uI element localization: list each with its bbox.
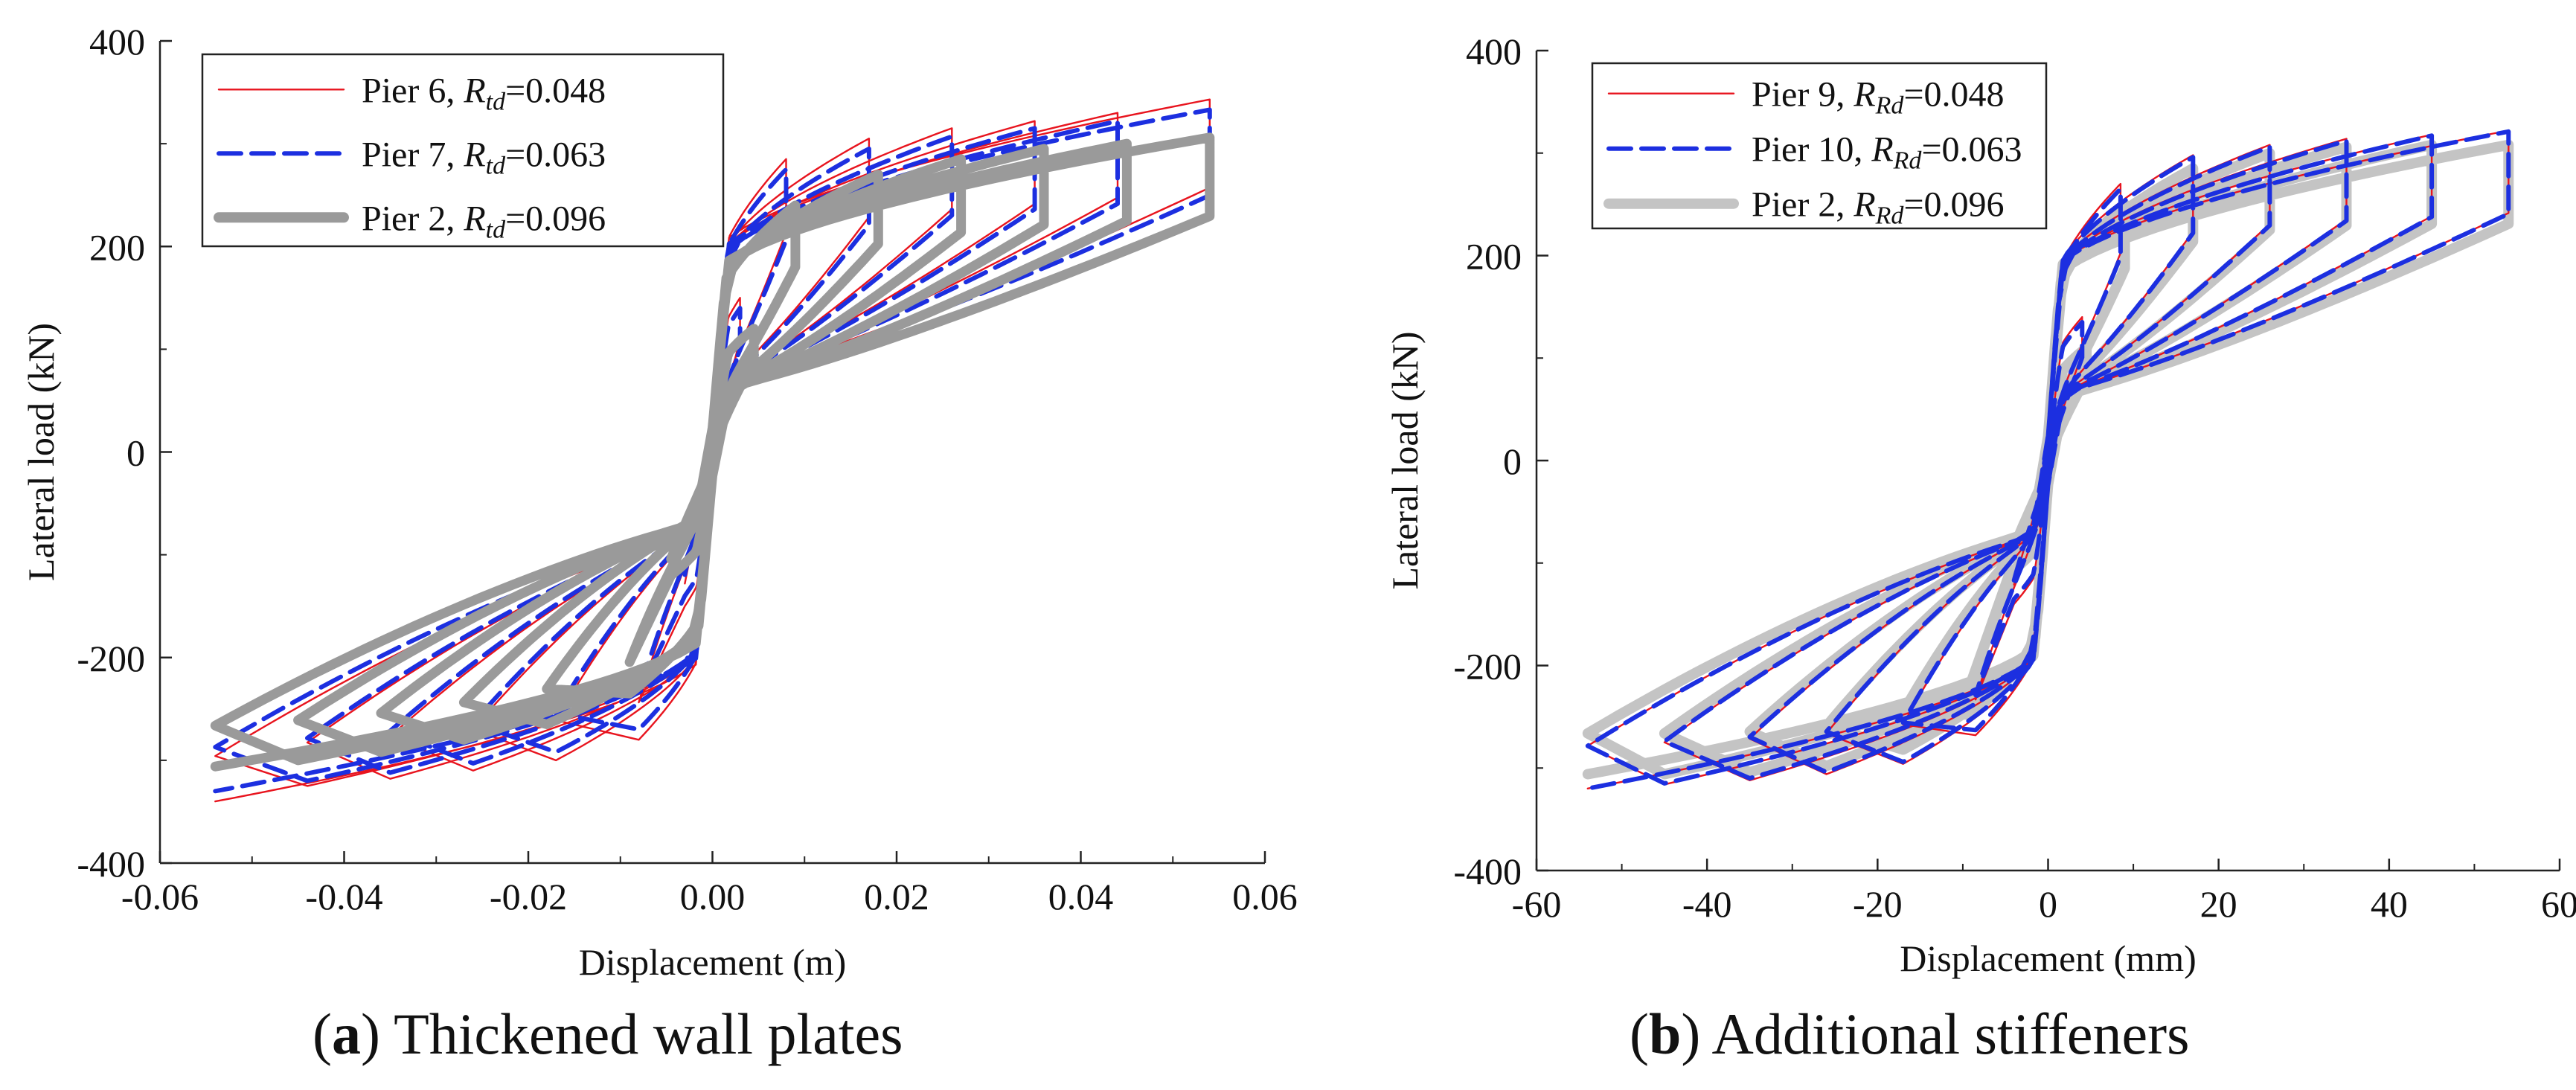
caption-a: (a) Thickened wall plates bbox=[313, 1001, 903, 1066]
x-tick-label: -0.02 bbox=[490, 876, 567, 917]
y-tick-label: 200 bbox=[1466, 236, 1522, 278]
y-tick-label: -200 bbox=[1453, 646, 1522, 687]
chart-panel-a: -400 -200 0 200 400 -0.06 -0.04 -0.02 0.00 0.02 0.… bbox=[20, 21, 1298, 983]
y-tick-label: -400 bbox=[1453, 850, 1522, 892]
y-tick-label: -200 bbox=[77, 638, 145, 679]
legend-entry-label: Pier 6, Rtd=0.048 bbox=[362, 71, 606, 115]
x-axis-label: Displacement (m) bbox=[579, 941, 847, 983]
series-pier-10-line bbox=[1585, 129, 2511, 791]
x-axis-label: Displacement (mm) bbox=[1900, 937, 2197, 979]
y-axis-label: Lateral load (kN) bbox=[20, 323, 62, 581]
y-axis-label: Lateral load (kN) bbox=[1384, 331, 1426, 589]
x-tick-label: -40 bbox=[1682, 883, 1732, 925]
x-tick-label: 0.04 bbox=[1048, 876, 1114, 917]
y-tick-label: 400 bbox=[1466, 31, 1522, 72]
caption-a-letter: a bbox=[331, 1001, 361, 1066]
x-tick-label: 20 bbox=[2200, 883, 2237, 925]
x-tick-label: 0.02 bbox=[864, 876, 929, 917]
x-tick-label: -60 bbox=[1512, 883, 1562, 925]
x-tick-label: -0.06 bbox=[121, 876, 199, 917]
legend-entry-label: Pier 2, Rtd=0.096 bbox=[362, 199, 606, 243]
y-tick-label: 200 bbox=[89, 226, 145, 268]
caption-b-text: Additional stiffeners bbox=[1711, 1001, 2190, 1066]
legend: Pier 9, RRd=0.048 Pier 10, RRd=0.063 Pier … bbox=[1591, 62, 2048, 230]
x-tick-label: -0.04 bbox=[305, 876, 382, 917]
legend-entry-label: Pier 10, RRd=0.063 bbox=[1752, 130, 2022, 175]
caption-b-letter: b bbox=[1648, 1001, 1682, 1066]
caption-b: (b) Additional stiffeners bbox=[1630, 1001, 2190, 1066]
caption-a-text: Thickened wall plates bbox=[394, 1001, 903, 1066]
y-tick-label: -400 bbox=[77, 843, 145, 885]
y-tick-label: 400 bbox=[89, 21, 145, 62]
curves-group bbox=[1582, 129, 2514, 791]
legend-box bbox=[1591, 62, 2048, 230]
y-tick-label: 0 bbox=[126, 432, 145, 474]
x-tick-label: 40 bbox=[2371, 883, 2408, 925]
legend-entry-label: Pier 2, RRd=0.096 bbox=[1752, 185, 2005, 230]
x-tick-label: 0.06 bbox=[1232, 876, 1298, 917]
series-pier-2-line bbox=[210, 132, 1215, 772]
legend-entry-label: Pier 7, Rtd=0.063 bbox=[362, 135, 606, 179]
x-tick-label: 60 bbox=[2541, 883, 2576, 925]
x-tick-label: 0.00 bbox=[680, 876, 746, 917]
x-tick-label: 0 bbox=[2039, 883, 2057, 925]
y-tick-label: 0 bbox=[1503, 440, 1522, 482]
x-tick-label: -20 bbox=[1853, 883, 1903, 925]
legend-entry-label: Pier 9, RRd=0.048 bbox=[1752, 75, 2005, 120]
curves-group bbox=[210, 98, 1215, 803]
legend: Pier 6, Rtd=0.048 Pier 7, Rtd=0.063 Pier 2… bbox=[201, 53, 725, 248]
